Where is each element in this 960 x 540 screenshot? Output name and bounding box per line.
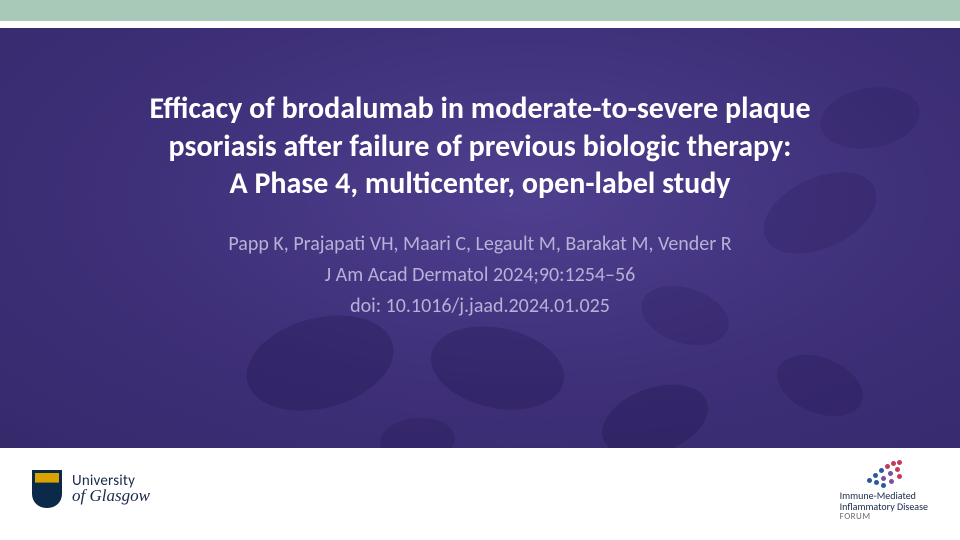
bg-blob <box>768 343 872 428</box>
top-accent-bar <box>0 0 960 22</box>
imid-text: Immune-Mediated Inflammatory Disease FOR… <box>840 490 928 522</box>
authors-line: Papp K, Prajapati VH, Maari C, Legault M… <box>228 229 731 260</box>
slide-title: Efficacy of brodalumab in moderate-to-se… <box>149 90 810 203</box>
imid-forum-logo: Immune-Mediated Inflammatory Disease FOR… <box>840 456 928 522</box>
doi-line: doi: 10.1016/j.jaad.2024.01.025 <box>228 291 731 322</box>
footer: University of Glasgow Immune-Mediated In… <box>0 448 960 540</box>
slide: Efficacy of brodalumab in moderate-to-se… <box>0 0 960 540</box>
university-crest-icon <box>32 470 62 508</box>
journal-citation: J Am Acad Dermatol 2024;90:1254–56 <box>228 260 731 291</box>
bg-blob <box>423 315 572 421</box>
bg-blob <box>816 80 925 156</box>
bg-blob <box>378 415 457 448</box>
university-name: University of Glasgow <box>72 474 150 504</box>
title-line-3: A Phase 4, multicenter, open-label study <box>229 165 730 202</box>
university-name-line2: of Glasgow <box>72 487 150 504</box>
citation-block: Papp K, Prajapati VH, Maari C, Legault M… <box>228 229 731 322</box>
bg-blob <box>592 371 718 448</box>
title-panel: Efficacy of brodalumab in moderate-to-se… <box>0 28 960 448</box>
university-of-glasgow-logo: University of Glasgow <box>32 470 150 508</box>
imid-line3: FORUM <box>840 512 928 522</box>
title-line-1: Efficacy of brodalumab in moderate-to-se… <box>149 90 810 127</box>
imid-dots-icon <box>859 456 909 488</box>
title-line-2: psoriasis after failure of previous biol… <box>169 128 792 165</box>
